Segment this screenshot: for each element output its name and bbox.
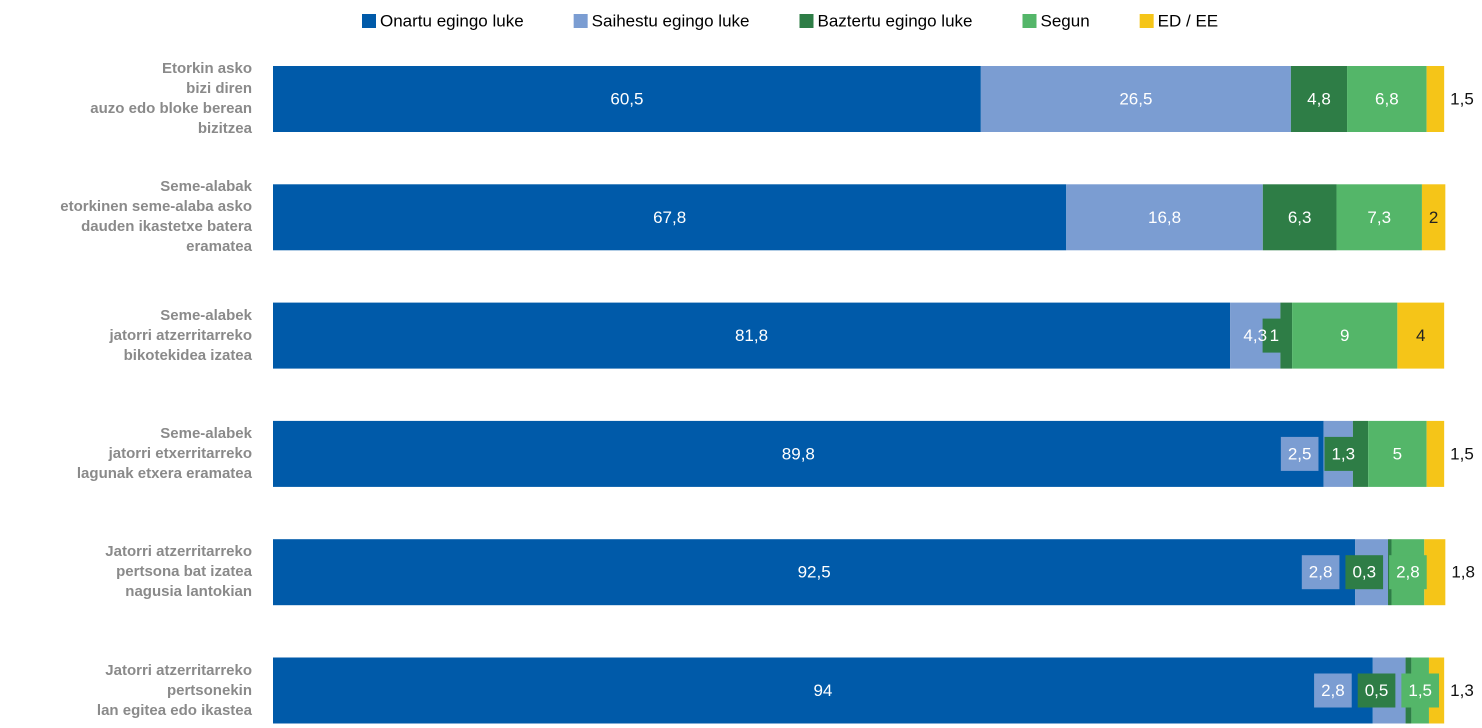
bar-segment (1290, 66, 1348, 132)
bar-segment (1347, 66, 1427, 132)
category-label: Seme-alabek jatorri atzerritarreko bikot… (109, 306, 252, 364)
value-label: 2,8 (1321, 681, 1345, 700)
bar-segment (1066, 184, 1263, 251)
bar-segment (273, 539, 1356, 606)
value-label: 0,3 (1352, 563, 1376, 582)
bar-segment (1336, 184, 1422, 251)
value-label-box (1262, 318, 1287, 353)
category-label: Jatorri atzerritarreko pertsonekin lan e… (96, 661, 252, 719)
value-label: 1,8 (1451, 563, 1475, 582)
value-label: 2,8 (1396, 563, 1420, 582)
category-label: Jatorri atzerritarreko pertsona bat izat… (105, 543, 252, 601)
value-label-box (1324, 436, 1363, 471)
value-label: 16,8 (1148, 208, 1181, 227)
value-label: 1,5 (1408, 681, 1432, 700)
bar-segment (273, 184, 1067, 251)
bar-segment (1424, 539, 1446, 606)
bar-segment (1421, 184, 1446, 251)
value-label: 6,8 (1375, 89, 1399, 108)
bar-segment (273, 66, 981, 132)
bar-segment (273, 657, 1373, 724)
value-label: 4,3 (1243, 326, 1267, 345)
category-label: Seme-alabak etorkinen seme-alaba asko da… (60, 178, 252, 256)
value-label-box (1345, 555, 1384, 590)
bar-segment (1280, 302, 1293, 369)
value-label: 2,8 (1309, 563, 1333, 582)
value-label-box (1389, 555, 1427, 590)
value-label: 9 (1340, 326, 1349, 345)
legend-swatch (1139, 14, 1154, 28)
legend-label: Baztertu egingo luke (818, 11, 973, 30)
value-label: 7,3 (1367, 208, 1391, 227)
value-label: 1,5 (1450, 444, 1474, 463)
value-label: 1 (1270, 326, 1279, 345)
bar-segment (1368, 420, 1427, 487)
value-label: 92,5 (798, 563, 831, 582)
legend-swatch (362, 14, 376, 28)
value-label: 5 (1393, 444, 1402, 463)
value-label: 1,3 (1331, 444, 1355, 463)
legend-label: Saihestu egingo luke (592, 11, 750, 30)
bar-segment (273, 420, 1324, 487)
bar-segment (1397, 302, 1445, 369)
value-label: 89,8 (782, 444, 815, 463)
value-label: 0,5 (1365, 681, 1389, 700)
bar-segment (1426, 66, 1445, 132)
value-label: 1,5 (1450, 89, 1474, 108)
bar-segment (980, 66, 1291, 132)
legend-swatch (1022, 14, 1037, 28)
value-label: 6,3 (1288, 208, 1312, 227)
value-label: 26,5 (1119, 89, 1152, 108)
value-label-box (1301, 555, 1340, 590)
legend-swatch (799, 14, 814, 28)
legend-label: Onartu egingo luke (380, 11, 524, 30)
value-label: 94 (813, 681, 832, 700)
legend-label: Segun (1041, 11, 1090, 30)
value-label: 4,8 (1307, 89, 1331, 108)
value-label: 2,5 (1288, 444, 1312, 463)
value-label: 2 (1429, 208, 1438, 227)
category-label: Seme-alabek jatorri etxerritarreko lagun… (76, 424, 252, 482)
value-label: 1,3 (1450, 681, 1474, 700)
value-label-box (1357, 673, 1396, 708)
bar-segment (1262, 184, 1337, 251)
value-label-box (1280, 436, 1319, 471)
bar-segment (273, 302, 1231, 369)
legend-label: ED / EE (1158, 11, 1218, 30)
legend-swatch (573, 14, 588, 28)
bar-segment (1292, 302, 1398, 369)
value-label: 60,5 (610, 89, 643, 108)
bar-segment (1426, 420, 1445, 487)
value-label-box (1401, 673, 1440, 708)
category-label: Etorkin asko bizi diren auzo edo bloke b… (90, 60, 252, 137)
value-label: 67,8 (653, 208, 686, 227)
value-label-box (1314, 673, 1352, 708)
value-label: 81,8 (735, 326, 768, 345)
value-label: 4 (1416, 326, 1425, 345)
